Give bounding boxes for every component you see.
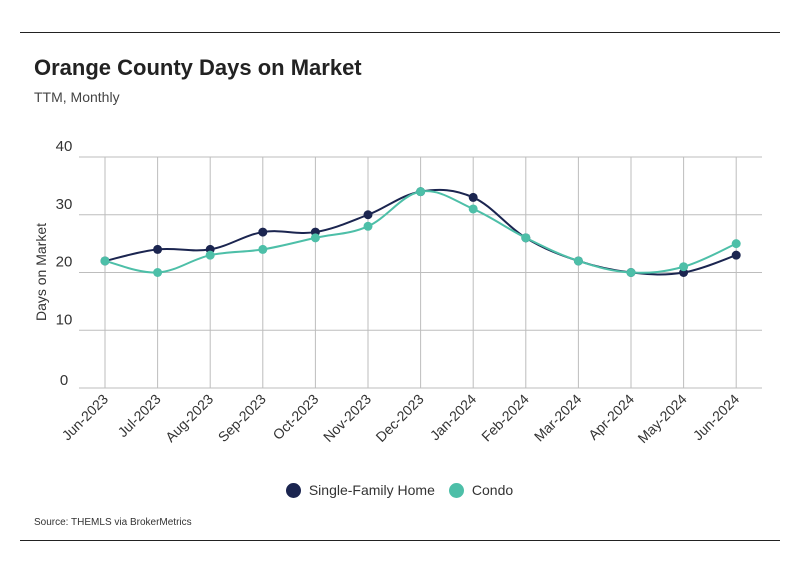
series-condo	[100, 187, 741, 277]
x-tick-label: Jan-2024	[427, 391, 480, 444]
data-point-condo	[205, 250, 215, 260]
series	[100, 187, 741, 277]
x-tick-label: Jun-2024	[690, 391, 743, 444]
data-point-single-family	[731, 250, 741, 260]
y-tick-label: 10	[56, 311, 73, 328]
data-point-condo	[679, 262, 689, 272]
legend-item-condo: Condo	[448, 482, 514, 498]
y-tick-label: 0	[60, 372, 68, 389]
y-axis-ticks: 0 10 20 30 40	[56, 138, 73, 389]
x-tick-label: Jun-2023	[59, 391, 112, 444]
x-tick-label: Dec-2023	[372, 391, 426, 445]
chart-subtitle: TTM, Monthly	[34, 89, 120, 105]
data-point-single-family	[468, 192, 478, 202]
x-tick-label: Apr-2024	[585, 391, 637, 443]
y-tick-label: 40	[56, 138, 73, 155]
data-point-single-family	[363, 210, 373, 220]
x-tick-label: Feb-2024	[478, 391, 532, 445]
data-point-condo	[153, 268, 163, 277]
x-tick-label: Sep-2023	[215, 391, 269, 445]
data-point-condo	[310, 233, 320, 243]
x-tick-label: May-2024	[634, 391, 689, 446]
top-rule	[20, 32, 780, 33]
source-note: Source: THEMLS via BrokerMetrics	[34, 517, 192, 528]
legend-label-condo: Condo	[471, 482, 514, 498]
data-point-condo	[573, 256, 583, 266]
x-tick-label: Mar-2024	[531, 391, 585, 445]
x-tick-label: Jul-2023	[114, 391, 163, 440]
legend-marker-condo	[448, 482, 464, 498]
legend-marker-single-family	[285, 482, 301, 498]
data-point-condo	[521, 233, 531, 243]
data-point-single-family	[153, 244, 163, 254]
data-point-condo	[363, 221, 373, 231]
x-tick-label: Oct-2023	[269, 391, 321, 443]
data-point-single-family	[258, 227, 268, 237]
legend: Single-Family Home Condo	[0, 482, 799, 498]
data-point-condo	[468, 204, 478, 214]
x-tick-label: Nov-2023	[320, 391, 374, 445]
data-point-condo	[626, 268, 636, 277]
bottom-rule	[20, 540, 780, 541]
data-point-condo	[731, 239, 741, 249]
chart-title: Orange County Days on Market	[34, 55, 362, 80]
y-tick-label: 30	[56, 196, 73, 213]
y-tick-label: 20	[56, 254, 73, 271]
grid	[79, 156, 762, 389]
x-tick-label: Aug-2023	[162, 391, 216, 445]
data-point-condo	[100, 256, 110, 266]
y-axis-label: Days on Market	[33, 223, 49, 321]
data-point-condo	[416, 187, 426, 197]
legend-label-single-family: Single-Family Home	[308, 482, 435, 498]
data-point-condo	[258, 244, 268, 254]
legend-item-single-family: Single-Family Home	[285, 482, 435, 498]
